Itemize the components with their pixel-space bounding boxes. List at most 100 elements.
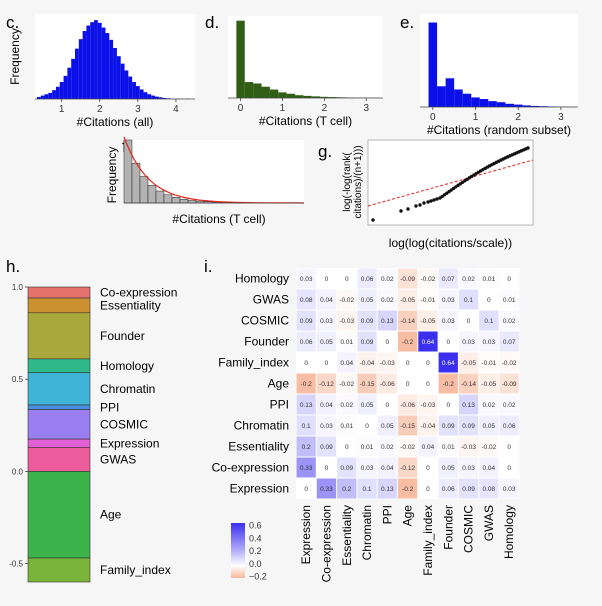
panel-d: 0 1 2 3 #Citations (T cell) d. xyxy=(205,13,383,128)
heatmap-cell xyxy=(418,394,438,415)
cell-value: 0.09 xyxy=(300,318,313,325)
row-label: Chromatin xyxy=(234,419,289,433)
heatmap-cell xyxy=(499,268,519,289)
histogram-bar xyxy=(513,104,523,107)
cell-value: 0.06 xyxy=(300,339,313,346)
cell-value: -0.15 xyxy=(360,381,375,388)
histogram-bar xyxy=(75,48,79,99)
heatmap-cell xyxy=(377,415,397,436)
histogram-bar xyxy=(94,20,98,99)
histogram-bar xyxy=(135,86,140,99)
heatmap-cell xyxy=(458,310,479,331)
segment-label: Co-expression xyxy=(100,286,177,300)
cell-value: 0 xyxy=(406,360,410,367)
panel-label: e. xyxy=(400,13,414,32)
heatmap-cell xyxy=(337,415,357,436)
cell-value: 0.03 xyxy=(462,465,475,472)
histogram-bar xyxy=(454,89,463,107)
heatmap-cell xyxy=(337,289,357,310)
row-label: Founder xyxy=(244,335,289,349)
histogram-bar xyxy=(295,95,304,98)
cell-value: 0.03 xyxy=(503,486,516,493)
heatmap-cell xyxy=(377,310,397,331)
stacked-segment xyxy=(27,404,91,410)
cell-value: 0.2 xyxy=(302,444,311,451)
panel-label: h. xyxy=(6,257,20,276)
histogram-bar xyxy=(67,67,72,99)
scatter-point xyxy=(399,209,403,213)
heatmap-cell xyxy=(296,415,316,436)
heatmap-cell xyxy=(296,352,316,373)
cell-value: 0.13 xyxy=(381,486,394,493)
heatmap-cell xyxy=(398,478,418,499)
x-axis-label: #Citations (all) xyxy=(77,115,154,129)
segment-label: Age xyxy=(100,508,122,522)
cell-value: -0.01 xyxy=(421,297,436,304)
cell-value: 0.04 xyxy=(422,444,435,451)
histogram-bar xyxy=(139,89,144,99)
histogram-bar xyxy=(86,25,91,100)
scatter-point xyxy=(418,203,422,207)
heatmap-cell xyxy=(438,331,458,352)
heatmap-cell xyxy=(296,310,316,331)
heatmap-cell xyxy=(377,394,397,415)
heatmap-cell xyxy=(499,331,519,352)
heatmap-cell xyxy=(418,268,438,289)
segment-label: GWAS xyxy=(100,452,136,466)
cell-value: 0.1 xyxy=(484,318,493,325)
heatmap-cell xyxy=(296,331,316,352)
heatmap-cell xyxy=(479,415,499,436)
cell-value: 0.05 xyxy=(361,297,374,304)
cell-value: -0.04 xyxy=(360,360,375,367)
heatmap-cell xyxy=(357,331,377,352)
histogram-bar xyxy=(147,94,152,99)
cell-value: 0.04 xyxy=(381,465,394,472)
stacked-segment xyxy=(27,297,91,314)
cell-value: 0.02 xyxy=(503,318,516,325)
heatmap-cell xyxy=(418,373,438,394)
heatmap-cell xyxy=(337,478,357,499)
cell-value: 0 xyxy=(386,339,390,346)
heatmap-cell xyxy=(357,289,377,310)
heatmap-cell xyxy=(499,310,519,331)
panel-g: g. log(log(citations/scale)) log(-log(rank… xyxy=(318,139,534,250)
heatmap-cell xyxy=(377,289,397,310)
y-axis-label: citations)/(n+1))) xyxy=(353,145,364,218)
heatmap-cell xyxy=(479,352,499,373)
cell-value: 0.03 xyxy=(361,465,374,472)
scatter-point xyxy=(432,198,436,202)
legend-tick-label: −0.2 xyxy=(249,572,267,582)
cell-value: -0.01 xyxy=(481,360,496,367)
cell-value: -0.2 xyxy=(402,339,414,346)
histogram-bar xyxy=(311,96,321,98)
heatmap-cell xyxy=(398,331,418,352)
column-label: GWAS xyxy=(482,505,496,541)
heatmap-cell xyxy=(316,352,337,373)
cell-value: -0.06 xyxy=(400,402,415,409)
heatmap-cell xyxy=(357,373,377,394)
heatmap-cell xyxy=(438,478,458,499)
x-tick-label: 2 xyxy=(97,104,103,115)
histogram-bar xyxy=(163,194,173,204)
stacked-segment xyxy=(27,447,91,472)
heatmap-cell xyxy=(499,394,519,415)
cell-value: 0.01 xyxy=(340,423,353,430)
heatmap-cell xyxy=(499,415,519,436)
cell-value: 0.02 xyxy=(483,402,496,409)
histogram-bar xyxy=(471,97,480,107)
histogram-bar xyxy=(36,96,41,99)
heatmap-cell xyxy=(337,310,357,331)
cell-value: 0.09 xyxy=(340,465,353,472)
panel-label: d. xyxy=(205,13,219,32)
cell-value: 0.09 xyxy=(462,423,475,430)
stacked-segment xyxy=(27,372,91,406)
histogram-bar xyxy=(44,94,49,99)
heatmap-cell xyxy=(398,415,418,436)
heatmap-cell xyxy=(296,289,316,310)
row-label: Co-expression xyxy=(212,461,289,475)
heatmap-cell xyxy=(357,415,377,436)
row-label: GWAS xyxy=(253,293,289,307)
cell-value: 0.02 xyxy=(340,402,353,409)
